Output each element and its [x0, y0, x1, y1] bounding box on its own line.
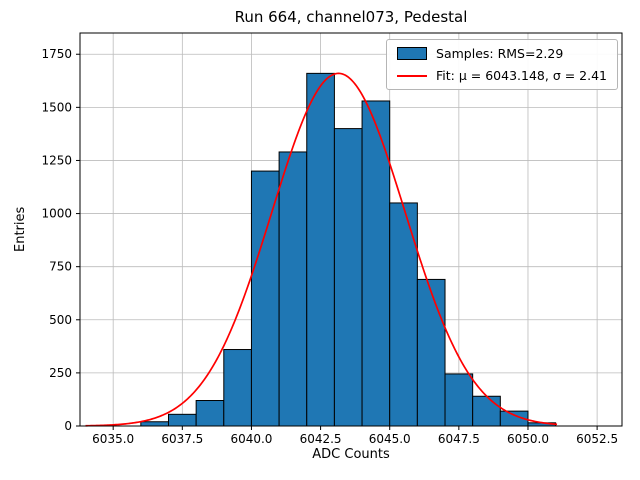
histogram-bar [444, 373, 474, 427]
histogram-bars [140, 72, 557, 427]
histogram-bar [140, 421, 169, 427]
y-tick-label: 1500 [41, 100, 72, 114]
legend-label-samples: Samples: RMS=2.29 [436, 46, 564, 61]
y-tick-label: 1750 [41, 47, 72, 61]
x-tick-label: 6045.0 [369, 432, 411, 446]
x-tick-label: 6040.0 [230, 432, 272, 446]
histogram-bar [472, 395, 501, 427]
histogram-swatch-icon [397, 47, 428, 60]
y-tick-label: 1000 [41, 207, 72, 221]
x-axis-label: ADC Counts [312, 447, 390, 462]
legend-label-fit: Fit: μ = 6043.148, σ = 2.41 [436, 68, 607, 83]
histogram-bar [389, 202, 418, 427]
axes-box [79, 32, 623, 427]
x-tick-label: 6035.0 [92, 432, 134, 446]
x-tick-label: 6037.5 [161, 432, 203, 446]
histogram-bar [416, 278, 446, 427]
histogram-bar [333, 128, 363, 427]
chart-title: Run 664, channel073, Pedestal [234, 8, 468, 26]
y-tick-label: 500 [49, 313, 72, 327]
histogram-bar [278, 151, 308, 427]
y-tick-label: 0 [64, 419, 72, 433]
histogram-bar [250, 170, 280, 427]
legend-item-fit: Fit: μ = 6043.148, σ = 2.41 [397, 68, 607, 83]
histogram-bar [306, 72, 335, 427]
x-tick-label: 6050.0 [507, 432, 549, 446]
x-axis-ticks: 6035.0 6037.5 6040.0 6042.5 6045.0 6047.5 6050… [92, 426, 618, 446]
x-tick-label: 6042.5 [300, 432, 342, 446]
histogram-bar [361, 100, 391, 427]
histogram-bar [195, 400, 225, 427]
legend: Samples: RMS=2.29 Fit: μ = 6043.148, σ =… [386, 39, 618, 90]
y-tick-label: 1250 [41, 153, 72, 167]
y-axis-ticks: 0 250 500 750 1000 1250 1500 1750 [41, 47, 80, 433]
legend-item-samples: Samples: RMS=2.29 [397, 46, 607, 61]
x-tick-label: 6047.5 [438, 432, 480, 446]
histogram-bar [167, 413, 197, 427]
y-tick-label: 250 [49, 366, 72, 380]
y-axis-label: Entries [13, 206, 28, 252]
fit-curve [85, 72, 558, 427]
x-tick-label: 6052.5 [576, 432, 618, 446]
histogram-bar [223, 349, 252, 427]
y-tick-label: 750 [49, 260, 72, 274]
fit-line-swatch-icon [397, 74, 428, 77]
